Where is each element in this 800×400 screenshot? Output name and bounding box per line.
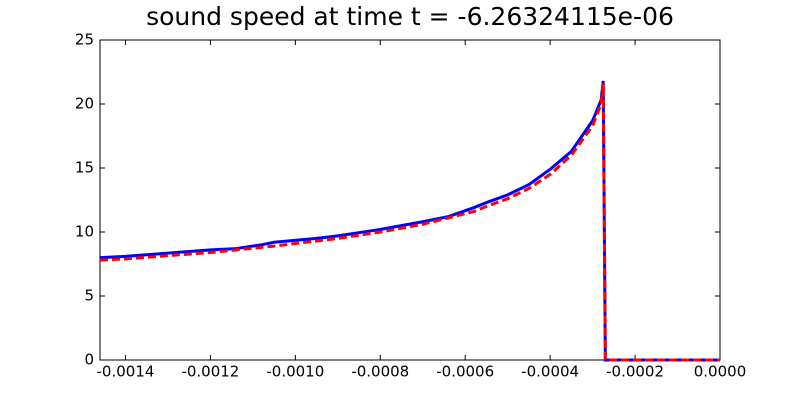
data-line — [99, 83, 720, 362]
y-tick-label: 10 — [75, 223, 94, 241]
y-tick-label: 5 — [84, 287, 94, 305]
x-tick-label: -0.0014 — [97, 363, 155, 381]
x-tick-label: -0.0012 — [181, 363, 239, 381]
x-tick-label: -0.0004 — [521, 363, 579, 381]
y-tick-label: 0 — [84, 351, 94, 369]
y-tick-label: 20 — [75, 95, 94, 113]
plot-frame — [99, 39, 721, 361]
x-tick-label: -0.0008 — [351, 363, 409, 381]
x-tick-label: -0.0002 — [606, 363, 664, 381]
x-tick-label: -0.0006 — [436, 363, 494, 381]
chart-title: sound speed at time t = -6.26324115e-06 — [146, 2, 674, 31]
x-tick-label: -0.0010 — [266, 363, 324, 381]
x-tick-label: 0.0000 — [694, 363, 747, 381]
y-tick-label: 25 — [75, 31, 94, 49]
y-tick-label: 15 — [75, 159, 94, 177]
data-line — [99, 80, 720, 362]
